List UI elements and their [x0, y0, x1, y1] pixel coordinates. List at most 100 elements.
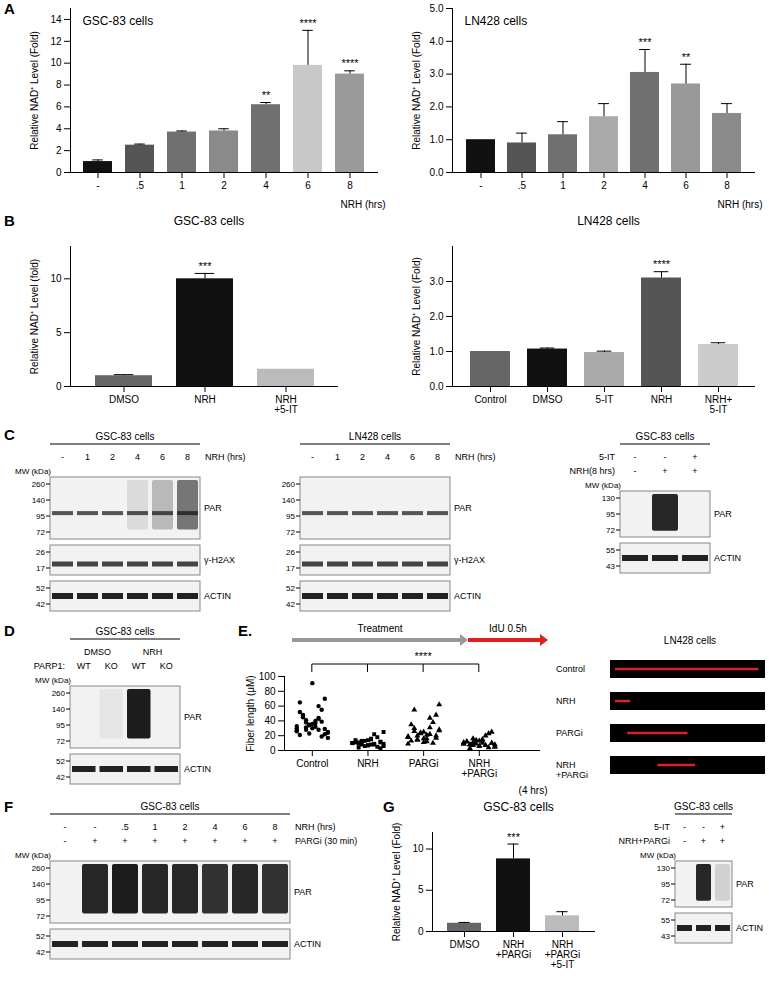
svg-text:Treatment: Treatment: [357, 623, 402, 634]
svg-text:6: 6: [305, 180, 311, 191]
svg-text:****: ****: [299, 17, 317, 29]
svg-text:-: -: [634, 466, 637, 476]
svg-text:NRH: NRH: [556, 696, 576, 706]
svg-text:4.0: 4.0: [430, 36, 444, 47]
svg-text:NRH (hrs): NRH (hrs): [455, 452, 496, 462]
svg-text:ACTIN: ACTIN: [714, 553, 741, 563]
svg-text:52: 52: [56, 757, 65, 766]
svg-text:+: +: [662, 466, 667, 476]
svg-text:8: 8: [724, 180, 730, 191]
svg-text:ACTIN: ACTIN: [204, 591, 231, 601]
svg-text:130: 130: [602, 494, 616, 503]
svg-text:130: 130: [657, 864, 671, 873]
svg-text:***: ***: [199, 260, 213, 272]
svg-text:43: 43: [661, 932, 670, 941]
svg-text:0: 0: [418, 926, 424, 937]
svg-text:42: 42: [56, 773, 65, 782]
svg-text:5-IT: 5-IT: [596, 394, 614, 405]
svg-text:GSC-83 cells: GSC-83 cells: [96, 626, 155, 637]
svg-text:A: A: [4, 0, 15, 17]
svg-text:+: +: [720, 836, 725, 846]
svg-text:NRH: NRH: [194, 394, 216, 405]
svg-text:-: -: [634, 452, 637, 462]
svg-text:40: 40: [264, 715, 276, 726]
svg-text:2: 2: [360, 452, 365, 462]
svg-text:5: 5: [56, 327, 62, 338]
svg-text:Fiber length (μM): Fiber length (μM): [245, 675, 256, 751]
svg-text:NRH+PARGi: NRH+PARGi: [618, 836, 670, 846]
svg-text:42: 42: [36, 600, 45, 609]
svg-text:Control: Control: [296, 758, 328, 769]
svg-text:95: 95: [606, 510, 615, 519]
svg-text:10: 10: [412, 843, 424, 854]
svg-text:DMSO: DMSO: [109, 394, 139, 405]
svg-text:NRH (hrs): NRH (hrs): [341, 199, 386, 210]
svg-text:1: 1: [560, 180, 566, 191]
svg-text:-: -: [479, 180, 482, 191]
svg-text:8: 8: [435, 452, 440, 462]
svg-text:-: -: [683, 822, 686, 832]
svg-text:80: 80: [264, 686, 276, 697]
svg-text:PAR: PAR: [204, 503, 222, 513]
svg-text:KO: KO: [160, 661, 173, 671]
svg-text:+: +: [701, 836, 706, 846]
svg-text:+: +: [692, 452, 697, 462]
svg-text:GSC-83 cells: GSC-83 cells: [141, 801, 200, 812]
svg-text:**: **: [682, 51, 691, 63]
svg-text:6: 6: [410, 452, 415, 462]
svg-text:2.0: 2.0: [430, 101, 444, 112]
svg-text:55: 55: [661, 916, 670, 925]
svg-text:NRH (hrs): NRH (hrs): [718, 199, 763, 210]
svg-text:MW (kDa): MW (kDa): [640, 851, 676, 860]
svg-text:C: C: [4, 426, 15, 443]
svg-text:-: -: [683, 836, 686, 846]
svg-text:NRH+PARGi: NRH+PARGi: [556, 760, 588, 780]
svg-text:12: 12: [50, 36, 62, 47]
svg-text:(4 hrs): (4 hrs): [519, 785, 548, 796]
svg-text:0: 0: [270, 745, 276, 756]
svg-text:0: 0: [56, 167, 62, 178]
svg-text:WT: WT: [77, 661, 91, 671]
svg-text:D: D: [4, 622, 15, 639]
svg-text:Relative NAD⁺ Level (Fold): Relative NAD⁺ Level (Fold): [29, 31, 40, 150]
svg-text:GSC-83 cells: GSC-83 cells: [636, 431, 695, 442]
svg-text:95: 95: [36, 896, 45, 905]
svg-text:B: B: [4, 212, 15, 229]
svg-text:3.0: 3.0: [430, 68, 444, 79]
svg-text:γ-H2AX: γ-H2AX: [454, 555, 485, 565]
svg-text:Relative NAD⁺ Level (Fold): Relative NAD⁺ Level (Fold): [391, 823, 402, 942]
svg-text:NRH+5-IT: NRH+5-IT: [705, 394, 733, 415]
svg-text:Control: Control: [556, 664, 585, 674]
svg-text:+: +: [122, 836, 127, 846]
svg-text:ACTIN: ACTIN: [184, 764, 211, 774]
svg-text:72: 72: [661, 896, 670, 905]
svg-text:2: 2: [56, 145, 62, 156]
svg-text:NRH+PARGi+5-IT: NRH+PARGi+5-IT: [545, 939, 581, 970]
svg-text:+: +: [242, 836, 247, 846]
svg-text:****: ****: [653, 258, 671, 270]
svg-text:140: 140: [52, 705, 66, 714]
svg-text:γ-H2AX: γ-H2AX: [204, 555, 235, 565]
svg-text:NRH+PARGi: NRH+PARGi: [496, 939, 532, 960]
svg-text:GSC-83 cells: GSC-83 cells: [83, 14, 154, 28]
svg-text:KO: KO: [105, 661, 118, 671]
svg-text:***: ***: [639, 36, 653, 48]
svg-text:5-IT: 5-IT: [599, 452, 616, 462]
svg-text:100: 100: [259, 671, 276, 682]
svg-text:1: 1: [179, 180, 185, 191]
svg-text:43: 43: [606, 562, 615, 571]
svg-text:95: 95: [36, 512, 45, 521]
svg-text:8: 8: [56, 79, 62, 90]
svg-text:LN428 cells: LN428 cells: [349, 431, 401, 442]
svg-text:10: 10: [50, 273, 62, 284]
svg-text:NRH (hrs): NRH (hrs): [205, 452, 246, 462]
svg-text:10: 10: [50, 57, 62, 68]
svg-text:-: -: [61, 452, 64, 462]
svg-text:.5: .5: [121, 822, 129, 832]
svg-text:0.0: 0.0: [430, 381, 444, 392]
svg-text:260: 260: [32, 864, 46, 873]
svg-text:42: 42: [286, 600, 295, 609]
svg-text:-: -: [96, 180, 99, 191]
svg-text:17: 17: [286, 564, 295, 573]
svg-text:17: 17: [36, 564, 45, 573]
